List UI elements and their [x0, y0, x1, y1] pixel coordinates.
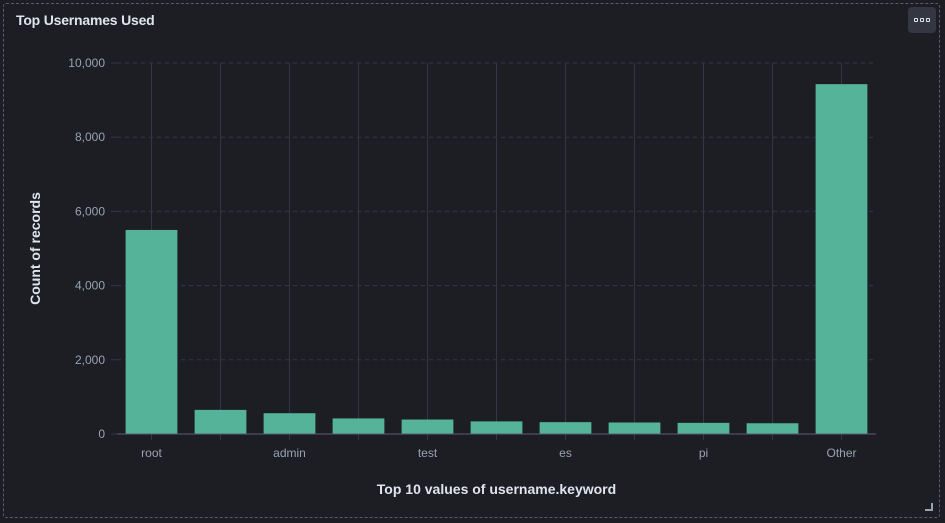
y-tick-label: 6,000 — [75, 204, 105, 218]
y-tick-label: 4,000 — [75, 279, 105, 293]
bar-Other[interactable] — [815, 84, 868, 434]
panel-title: Top Usernames Used — [16, 12, 155, 28]
bar-item-4[interactable] — [332, 418, 385, 434]
bar-pi[interactable] — [677, 422, 730, 434]
bar-item-2[interactable] — [194, 409, 247, 434]
y-tick-label: 0 — [98, 427, 105, 441]
x-tick-label: root — [141, 446, 162, 460]
x-tick-label: test — [418, 446, 438, 460]
y-axis-title: Count of records — [27, 192, 43, 305]
bar-item-6[interactable] — [470, 421, 523, 434]
grid-lines — [117, 62, 876, 434]
ellipsis-icon — [914, 18, 918, 22]
x-axis-ticks: root admin test es pi Other — [141, 434, 857, 460]
bar-es[interactable] — [539, 422, 592, 434]
x-tick-label: Other — [826, 446, 856, 460]
bar-item-8[interactable] — [608, 422, 661, 434]
bar-item-10[interactable] — [746, 423, 799, 434]
x-tick-label: admin — [273, 446, 306, 460]
ellipsis-icon — [926, 18, 930, 22]
bars — [125, 84, 868, 434]
y-tick-label: 2,000 — [75, 353, 105, 367]
resize-corner-icon[interactable] — [925, 503, 933, 511]
y-tick-label: 8,000 — [75, 130, 105, 144]
y-axis-ticks: 0 2,000 4,000 6,000 8,000 10,000 — [68, 56, 117, 441]
bar-test[interactable] — [401, 419, 454, 434]
y-tick-label: 10,000 — [68, 56, 105, 70]
panel-options-button[interactable] — [908, 7, 936, 33]
ellipsis-icon — [920, 18, 924, 22]
bar-admin[interactable] — [263, 413, 316, 434]
bar-root[interactable] — [125, 229, 178, 434]
x-tick-label: es — [559, 446, 572, 460]
x-tick-label: pi — [699, 446, 708, 460]
x-axis-title: Top 10 values of username.keyword — [377, 481, 616, 497]
